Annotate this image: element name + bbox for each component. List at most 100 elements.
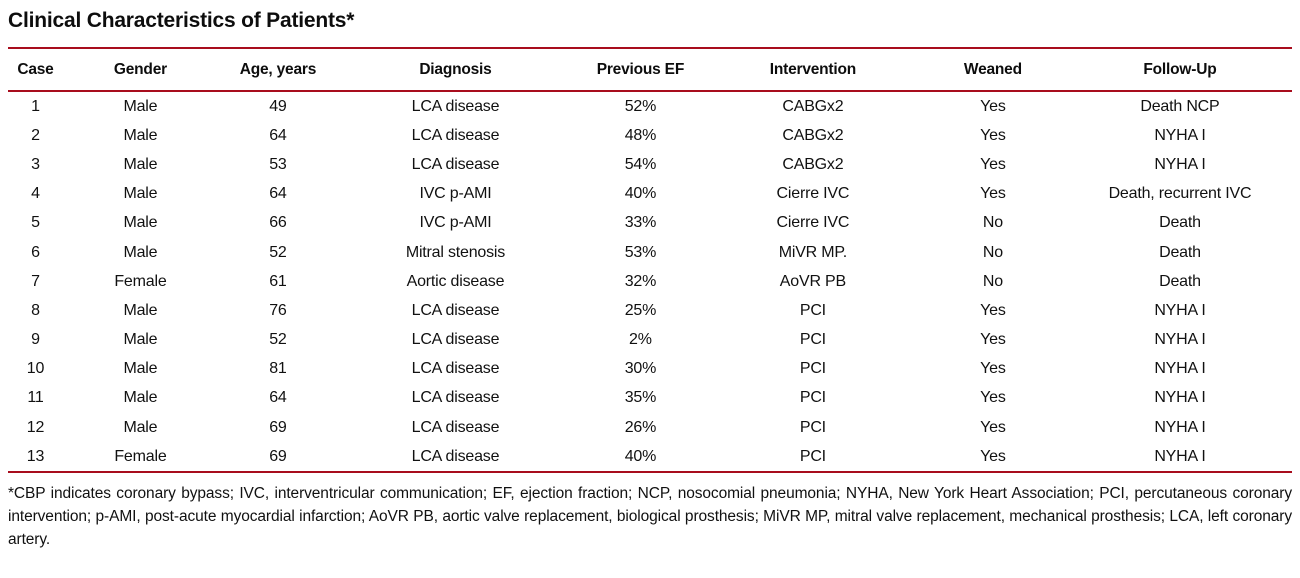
cell-intervention: Cierre IVC — [776, 214, 850, 232]
cell-previous_ef: 30% — [624, 360, 657, 378]
cell-previous_ef: 35% — [624, 389, 657, 407]
cell-diagnosis: Mitral stenosis — [405, 243, 506, 261]
column-header-age: Age, years — [217, 48, 338, 92]
cell-previous_ef: 32% — [624, 272, 657, 290]
table-row: 1 Male 49 LCA disease 52% CABGx2 Yes Death NCP — [8, 91, 1292, 121]
table-row: 8 Male 76 LCA disease 25% PCI Yes NYHA I — [8, 296, 1292, 325]
cell-case: 6 — [31, 243, 40, 261]
cell-age: 64 — [269, 126, 287, 144]
cell-previous_ef: 26% — [624, 418, 657, 436]
cell-case: 1 — [31, 97, 40, 115]
cell-previous_ef: 53% — [624, 243, 657, 261]
cell-follow_up: NYHA I — [1154, 389, 1206, 407]
cell-intervention: MiVR MP. — [778, 243, 848, 261]
cell-age: 53 — [269, 155, 287, 173]
cell-intervention: PCI — [799, 447, 826, 465]
table-row: 5 Male 66 IVC p-AMI 33% Cierre IVC No Death — [8, 209, 1292, 238]
cell-follow_up: NYHA I — [1154, 301, 1206, 319]
table-row: 3 Male 53 LCA disease 54% CABGx2 Yes NYHA I — [8, 150, 1292, 179]
cell-age: 69 — [269, 447, 287, 465]
cell-age: 66 — [269, 214, 287, 232]
cell-gender: Male — [123, 331, 158, 349]
cell-case: 7 — [31, 272, 40, 290]
cell-intervention: CABGx2 — [782, 97, 844, 115]
cell-case: 11 — [27, 389, 44, 407]
cell-gender: Male — [123, 155, 158, 173]
cell-weaned: Yes — [980, 360, 1006, 378]
cell-gender: Male — [123, 418, 158, 436]
table-title: Clinical Characteristics of Patients* — [8, 9, 355, 32]
table-row: 6 Male 52 Mitral stenosis 53% MiVR MP. No Death — [8, 238, 1292, 267]
cell-diagnosis: LCA disease — [411, 331, 500, 349]
cell-case: 13 — [26, 447, 45, 465]
cell-case: 2 — [31, 126, 40, 144]
cell-case: 9 — [31, 331, 40, 349]
cell-gender: Female — [114, 447, 167, 465]
table-body: 1 Male 49 LCA disease 52% CABGx2 Yes Death NCP 2… — [8, 91, 1292, 472]
cell-intervention: CABGx2 — [782, 155, 844, 173]
cell-gender: Male — [123, 185, 158, 203]
cell-case: 3 — [31, 155, 40, 173]
cell-previous_ef: 40% — [624, 185, 657, 203]
cell-diagnosis: Aortic disease — [406, 272, 505, 290]
cell-weaned: Yes — [980, 155, 1006, 173]
column-header-weaned: Weaned — [917, 48, 1068, 92]
cell-gender: Male — [123, 243, 158, 261]
paper-table-figure: Clinical Characteristics of Patients* Ca… — [0, 9, 1300, 551]
cell-diagnosis: LCA disease — [411, 301, 500, 319]
cell-age: 61 — [269, 272, 287, 290]
cell-diagnosis: LCA disease — [411, 389, 500, 407]
cell-weaned: No — [982, 272, 1003, 290]
table-row: 13 Female 69 LCA disease 40% PCI Yes NYHA I — [8, 442, 1292, 472]
cell-follow_up: Death — [1159, 243, 1201, 261]
cell-gender: Male — [123, 360, 158, 378]
cell-age: 81 — [269, 360, 287, 378]
cell-age: 76 — [269, 301, 287, 319]
cell-age: 69 — [269, 418, 287, 436]
cell-follow_up: NYHA I — [1154, 126, 1206, 144]
cell-diagnosis: LCA disease — [411, 97, 500, 115]
cell-intervention: PCI — [799, 418, 826, 436]
table-header: Case Gender Age, years Diagnosis Previous EF… — [8, 48, 1292, 92]
column-header-previous_ef: Previous EF — [572, 48, 708, 92]
cell-intervention: PCI — [799, 360, 826, 378]
cell-gender: Male — [123, 301, 158, 319]
column-header-intervention: Intervention — [707, 48, 918, 92]
cell-case: 5 — [31, 214, 40, 232]
cell-gender: Male — [123, 214, 158, 232]
cell-age: 64 — [269, 185, 287, 203]
cell-weaned: Yes — [980, 301, 1006, 319]
cell-diagnosis: IVC p-AMI — [419, 214, 492, 232]
cell-age: 52 — [269, 243, 287, 261]
cell-age: 52 — [269, 331, 287, 349]
cell-diagnosis: IVC p-AMI — [419, 185, 492, 203]
cell-diagnosis: LCA disease — [411, 418, 500, 436]
table-row: 7 Female 61 Aortic disease 32% AoVR PB No Death — [8, 267, 1292, 296]
cell-previous_ef: 25% — [624, 301, 657, 319]
cell-intervention: Cierre IVC — [776, 185, 850, 203]
cell-weaned: Yes — [980, 418, 1006, 436]
cell-intervention: CABGx2 — [782, 126, 844, 144]
table-row: 12 Male 69 LCA disease 26% PCI Yes NYHA I — [8, 413, 1292, 442]
cell-previous_ef: 33% — [624, 214, 657, 232]
cell-weaned: Yes — [980, 185, 1006, 203]
cell-weaned: Yes — [980, 331, 1006, 349]
cell-diagnosis: LCA disease — [411, 155, 500, 173]
cell-weaned: Yes — [980, 447, 1006, 465]
cell-weaned: Yes — [980, 97, 1006, 115]
cell-gender: Male — [123, 126, 158, 144]
clinical-characteristics-table: Case Gender Age, years Diagnosis Previous EF… — [8, 47, 1292, 474]
table-row: 2 Male 64 LCA disease 48% CABGx2 Yes NYHA I — [8, 121, 1292, 150]
cell-weaned: No — [982, 214, 1003, 232]
cell-previous_ef: 40% — [624, 447, 657, 465]
cell-intervention: PCI — [799, 301, 826, 319]
cell-follow_up: NYHA I — [1154, 331, 1206, 349]
cell-follow_up: NYHA I — [1154, 447, 1206, 465]
cell-gender: Male — [123, 389, 158, 407]
cell-previous_ef: 54% — [624, 155, 657, 173]
table-row: 9 Male 52 LCA disease 2% PCI Yes NYHA I — [8, 326, 1292, 355]
cell-intervention: PCI — [799, 331, 826, 349]
table-row: 11 Male 64 LCA disease 35% PCI Yes NYHA I — [8, 384, 1292, 413]
table-row: 4 Male 64 IVC p-AMI 40% Cierre IVC Yes Death, r… — [8, 180, 1292, 209]
cell-weaned: Yes — [980, 126, 1006, 144]
